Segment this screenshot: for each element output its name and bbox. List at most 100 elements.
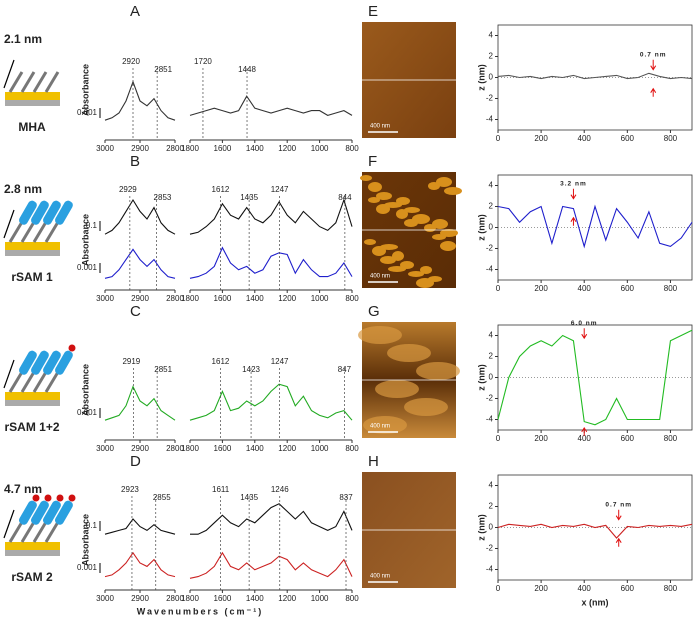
x-tick-label: 1400 [246,294,264,303]
afm-domain [368,182,382,192]
sam-name: rSAM 2 [11,570,53,584]
x-tick-label: 2900 [131,594,149,603]
afm-terrace [387,344,431,362]
end-group [68,494,76,502]
molecule [18,350,37,375]
spectrum [189,383,353,421]
afm-terrace [358,326,402,344]
scale-label: 0.1 [86,521,98,530]
x-tick-label: 800 [345,594,359,603]
peak-label: 844 [338,193,352,202]
x-tick-label: 1000 [311,144,329,153]
afm-domain [404,219,418,227]
afm-domain [396,209,408,219]
peak-label: 1448 [238,65,256,74]
thickness: 2.8 nm [4,182,42,196]
peak-label: 2919 [122,357,140,366]
spectrum [189,95,353,116]
profile-annotation: 3.2 nm [560,180,587,187]
peak-label: 1435 [240,193,258,202]
x-tick-label: 1200 [278,444,296,453]
scale-label: 0.001 [77,263,98,272]
afm-domain [424,224,436,232]
spectrum [189,246,353,279]
chain [32,521,48,543]
afm-domain [440,229,458,237]
afm-domain [376,204,390,214]
x-tick-label: 800 [345,444,359,453]
peak-label: 1423 [242,365,260,374]
ir-x-label: Wavenumbers (cm⁻¹) [137,606,263,616]
x-tick-label: 1600 [214,594,232,603]
x-tick-label: 200 [534,434,548,443]
y-tick-label: -4 [486,265,494,274]
peak-label: 847 [338,365,352,374]
x-tick-label: 600 [621,584,635,593]
x-tick-label: 1400 [246,594,264,603]
molecule [42,500,61,525]
x-tick-label: 0 [496,134,501,143]
arrow [581,328,588,340]
x-tick-label: 2800 [166,294,184,303]
y-tick-label: 4 [489,181,494,190]
x-tick-label: 400 [578,284,592,293]
y-label: Absorbance [80,514,90,566]
spectrum [189,198,353,235]
y-tick-label: 0 [489,73,494,82]
spectrum [104,385,176,421]
thickness: 4.7 nm [4,482,42,496]
molecule [31,200,49,225]
spectrum [189,551,353,579]
spectrum [104,80,176,121]
x-tick-label: 2900 [131,444,149,453]
afm-domain [416,278,434,288]
y-label: z (nm) [476,514,486,541]
y-tick-label: 0 [489,523,494,532]
afm-terrace [404,398,448,416]
afm-domain [420,266,432,274]
afm-domain [436,177,452,187]
x-tick-label: 2900 [131,294,149,303]
peak-label: 1612 [212,185,230,194]
height-arrow [3,59,15,89]
molecule [18,500,37,525]
afm-domain [360,175,372,181]
arrow [615,509,622,521]
x-tick-label: 0 [496,284,501,293]
peak-label: 1611 [212,485,230,494]
afm-domain [428,182,440,190]
arrow [570,188,577,200]
panel-letter: G [368,303,380,320]
x-tick-label: 1000 [311,594,329,603]
x-tick-label: 1200 [278,144,296,153]
panel-letter: F [368,153,377,170]
afm-domain [380,256,396,264]
x-tick-label: 2800 [166,594,184,603]
y-tick-label: 4 [489,331,494,340]
peak-label: 1612 [212,357,230,366]
x-tick-label: 800 [664,584,678,593]
x-tick-label: 1400 [246,144,264,153]
x-tick-label: 3000 [96,594,114,603]
molecule [43,200,61,225]
y-label: z (nm) [476,214,486,241]
peak-label: 1435 [240,493,258,502]
x-tick-label: 0 [496,584,501,593]
afm-domain [388,266,406,272]
scale-label: 0.001 [77,408,98,417]
x-tick-label: 2900 [131,144,149,153]
peak-label: 1247 [271,185,289,194]
afm-domain [368,197,380,203]
end-group [32,494,40,502]
x-tick-label: 200 [534,134,548,143]
panel-letter: E [368,3,378,20]
x-tick-label: 1800 [181,144,199,153]
afm-domain [372,246,386,256]
y-tick-label: 2 [489,502,494,511]
end-group [56,494,64,502]
afm-domain [376,192,392,200]
scale-label: 0.1 [86,221,98,230]
chain [8,221,24,243]
y-tick-label: -4 [486,415,494,424]
y-tick-label: 2 [489,202,494,211]
